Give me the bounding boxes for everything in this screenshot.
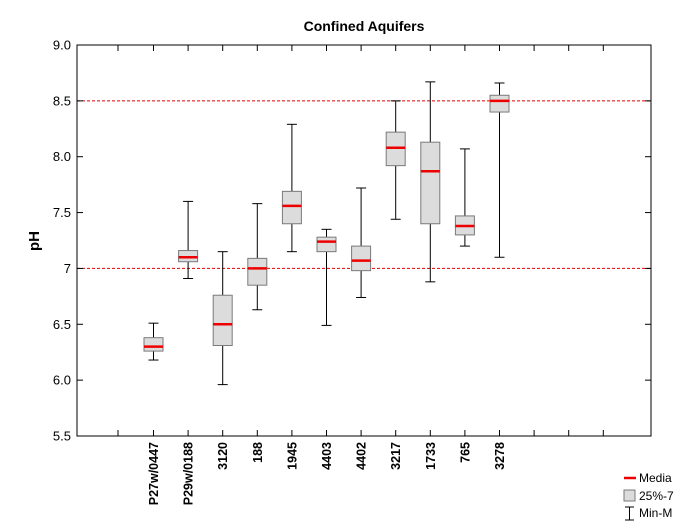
box-P27w/0447 <box>143 322 164 361</box>
y-tick-label: 5.5 <box>53 429 71 444</box>
box-765 <box>454 148 475 247</box>
y-tick-label: 8.0 <box>53 149 71 164</box>
y-tick-label: 6.0 <box>53 373 71 388</box>
iqr-box <box>489 94 510 113</box>
x-tick-label: 3120 <box>216 442 230 470</box>
x-tick-label: 1733 <box>424 442 438 470</box>
iqr-box <box>212 294 233 347</box>
y-tick-label: 7 <box>64 261 71 276</box>
chart-title: Confined Aquifers <box>304 18 425 34</box>
x-tick-label: 4402 <box>355 442 369 470</box>
x-tick-label: P29w/0188 <box>182 442 196 505</box>
y-tick-label: 9.0 <box>53 38 71 53</box>
legend-box-swatch <box>623 489 636 502</box>
legend-median-label: Media <box>639 471 672 485</box>
x-tick-label: 1945 <box>285 442 299 470</box>
y-axis-label: pH <box>26 231 43 251</box>
x-tick-label: 188 <box>251 442 265 463</box>
reference-lines <box>77 100 651 269</box>
box-P29w/0188 <box>178 200 199 279</box>
y-tick-label: 8.5 <box>53 93 71 108</box>
y-tick-label: 7.5 <box>53 205 71 220</box>
iqr-box <box>143 337 164 352</box>
x-tick-label: 4403 <box>320 442 334 470</box>
box-1733 <box>420 81 441 283</box>
box-188 <box>247 203 268 311</box>
iqr-box <box>420 141 441 225</box>
box-3278 <box>489 82 510 258</box>
legend: Media 25%-7 Min-M <box>623 471 674 521</box>
legend-box-label: 25%-7 <box>639 489 674 503</box>
x-axis: P27w/0447 P29w/0188 3120 188 1945 4403 4402 321… <box>117 45 604 505</box>
box-4402 <box>351 187 372 298</box>
x-tick-label: P27w/0447 <box>147 442 161 505</box>
box-plots <box>143 81 510 386</box>
iqr-box <box>247 257 268 286</box>
legend-whisker-label: Min-M <box>639 506 672 520</box>
iqr-box <box>351 245 372 272</box>
y-axis: 5.5 6.0 6.5 7 7.5 8.0 8.5 9.0 <box>53 38 651 444</box>
x-tick-label: 3217 <box>389 442 403 470</box>
iqr-box <box>281 190 302 225</box>
x-tick-label: 3278 <box>493 442 507 470</box>
iqr-box <box>316 236 337 253</box>
plot-frame <box>76 44 652 437</box>
box-4403 <box>316 228 337 326</box>
x-tick-label: 765 <box>458 442 472 463</box>
y-tick-label: 6.5 <box>53 317 71 332</box>
box-1945 <box>281 123 302 253</box>
box-3120 <box>212 251 233 386</box>
box-3217 <box>385 100 406 220</box>
